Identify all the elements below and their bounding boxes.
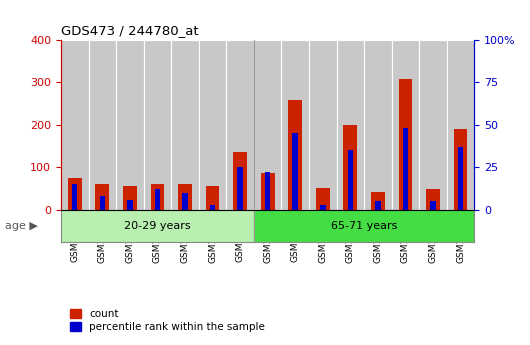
Bar (316, 188, 330, 210)
Bar (426, 189, 440, 210)
Bar (261, 173, 275, 210)
Text: 65-71 years: 65-71 years (331, 221, 398, 231)
Text: GSM10356: GSM10356 (126, 213, 134, 263)
Bar (265, 172, 270, 210)
Bar (61, 210, 254, 241)
Text: GSM10370: GSM10370 (456, 213, 465, 263)
FancyBboxPatch shape (419, 40, 447, 210)
Bar (458, 147, 463, 210)
Bar (254, 210, 474, 241)
FancyBboxPatch shape (392, 40, 419, 210)
Text: GSM10359: GSM10359 (153, 213, 162, 263)
Text: GSM10365: GSM10365 (319, 213, 327, 263)
Text: GSM10369: GSM10369 (429, 213, 437, 263)
Bar (151, 184, 164, 210)
Bar (375, 201, 381, 210)
Bar (371, 192, 385, 210)
FancyBboxPatch shape (116, 40, 144, 210)
FancyBboxPatch shape (281, 40, 309, 210)
FancyBboxPatch shape (61, 40, 89, 210)
FancyBboxPatch shape (364, 40, 392, 210)
Bar (233, 152, 247, 210)
Bar (454, 129, 467, 210)
Text: GSM10360: GSM10360 (181, 213, 189, 263)
Text: GSM10367: GSM10367 (374, 213, 382, 263)
Bar (68, 178, 82, 210)
Bar (206, 187, 219, 210)
FancyBboxPatch shape (226, 40, 254, 210)
Text: GDS473 / 244780_at: GDS473 / 244780_at (61, 24, 199, 37)
Bar (430, 201, 436, 210)
FancyBboxPatch shape (171, 40, 199, 210)
Bar (95, 184, 109, 210)
Bar (343, 125, 357, 210)
Bar (127, 200, 132, 210)
Bar (320, 205, 325, 210)
Bar (399, 79, 412, 210)
Bar (123, 186, 137, 210)
Text: GSM10363: GSM10363 (263, 213, 272, 263)
FancyBboxPatch shape (309, 40, 337, 210)
Bar (348, 150, 353, 210)
Bar (403, 128, 408, 210)
Text: GSM10361: GSM10361 (208, 213, 217, 263)
Text: age ▶: age ▶ (5, 221, 38, 231)
Text: GSM10354: GSM10354 (70, 213, 79, 263)
Legend: count, percentile rank within the sample: count, percentile rank within the sample (66, 305, 269, 336)
Text: GSM10362: GSM10362 (236, 213, 244, 263)
Bar (288, 100, 302, 210)
Bar (293, 133, 298, 210)
Text: GSM10366: GSM10366 (346, 213, 355, 263)
FancyBboxPatch shape (337, 40, 364, 210)
Bar (182, 193, 188, 210)
Bar (178, 184, 192, 210)
Bar (100, 196, 105, 210)
Bar (237, 167, 243, 210)
Text: GSM10368: GSM10368 (401, 213, 410, 263)
FancyBboxPatch shape (89, 40, 116, 210)
FancyBboxPatch shape (254, 40, 281, 210)
FancyBboxPatch shape (199, 40, 226, 210)
FancyBboxPatch shape (144, 40, 171, 210)
Bar (210, 205, 215, 210)
Text: GSM10355: GSM10355 (98, 213, 107, 263)
FancyBboxPatch shape (447, 40, 474, 210)
Text: GSM10364: GSM10364 (291, 213, 299, 263)
Text: 20-29 years: 20-29 years (124, 221, 191, 231)
Bar (72, 184, 77, 210)
Bar (155, 189, 160, 210)
